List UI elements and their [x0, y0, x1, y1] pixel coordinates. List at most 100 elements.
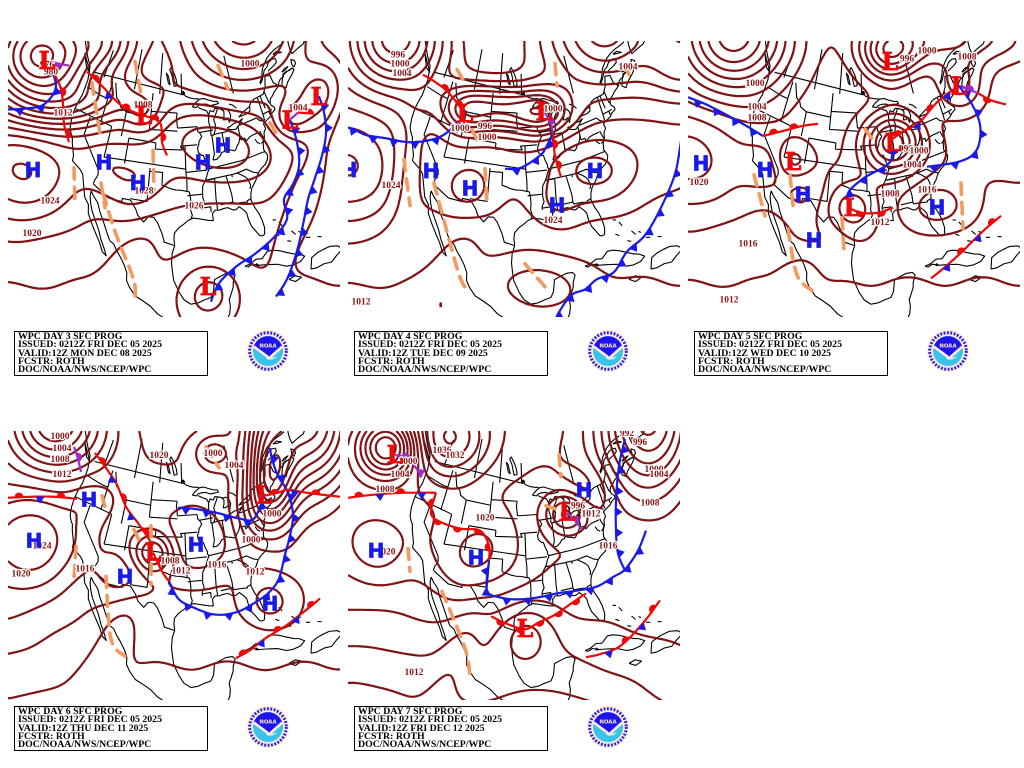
front-symbol	[535, 620, 545, 627]
low-pressure-symbol: L	[536, 97, 553, 126]
front-symbol	[876, 210, 886, 217]
isobar-label: 1020	[476, 514, 495, 524]
front-symbol	[98, 457, 107, 466]
front-symbol	[440, 84, 449, 92]
occluded-front-line	[394, 453, 423, 479]
isobar-label: 1012	[172, 566, 191, 576]
front-symbol	[982, 96, 992, 104]
noaa-logo-day4	[586, 329, 630, 373]
front-symbol	[621, 445, 630, 455]
issued-line: ISSUED: 0212Z FRI DEC 05 2025	[698, 339, 842, 351]
isobar-label: 1016	[918, 184, 937, 195]
front-symbol	[965, 85, 974, 92]
warm-front-line	[152, 552, 170, 583]
front-symbol	[60, 87, 67, 97]
front-symbol	[91, 74, 100, 83]
isobar-label: 1008	[161, 557, 180, 567]
front-symbol	[600, 275, 610, 284]
front-symbol	[65, 129, 72, 139]
map-title: WPC DAY 5 SFC PROG	[698, 331, 803, 342]
occluded-front-line	[289, 111, 299, 121]
trough-line	[99, 181, 107, 210]
front-symbol	[375, 493, 385, 502]
front-symbol	[523, 598, 533, 606]
high-pressure-symbol: H	[96, 151, 113, 175]
front-symbol	[617, 258, 627, 267]
front-symbol	[604, 650, 613, 659]
front-symbol	[962, 90, 972, 99]
forecast-map-day5: 9961000100810001004100899610001004100810…	[688, 41, 1020, 317]
isobar-label: 1016	[76, 564, 95, 574]
front-symbol	[957, 247, 966, 256]
front-symbol	[107, 475, 117, 483]
valid-line: VALID:12Z TUE DEC 09 2025	[358, 347, 488, 359]
us-basemap	[409, 431, 680, 700]
isobar-label: 1012	[246, 567, 265, 577]
high-pressure-symbol: H	[587, 159, 604, 183]
high-pressure-symbol: H	[693, 152, 710, 176]
isobar-label: 996	[391, 49, 405, 60]
front-symbol	[656, 208, 665, 217]
high-pressure-symbol: H	[117, 564, 134, 588]
isobar-label: 1032	[446, 451, 465, 461]
isobar-label: 1020	[377, 548, 396, 558]
front-symbol	[678, 147, 680, 157]
front-symbol	[368, 135, 378, 144]
front-symbol	[566, 293, 575, 302]
agency-line: DOC/NOAA/NWS/NCEP/WPC	[18, 364, 152, 376]
isobar-label: 1004	[748, 101, 767, 112]
front-symbol	[283, 554, 291, 564]
low-pressure-symbol: L	[145, 539, 162, 567]
front-symbol	[694, 99, 703, 108]
front-symbol	[214, 282, 224, 291]
high-pressure-symbol: H	[795, 182, 812, 206]
front-symbol	[605, 577, 613, 586]
front-symbol	[270, 488, 280, 495]
forecaster-line: FCSTR: ROTH	[358, 355, 425, 367]
front-symbol	[285, 206, 294, 216]
front-symbol	[673, 168, 680, 178]
isobar-label: 1036	[433, 446, 452, 456]
info-box-day3: WPC DAY 3 SFC PROG ISSUED: 0212Z FRI DEC…	[14, 331, 208, 376]
cold-front-line	[926, 85, 982, 168]
agency-line: DOC/NOAA/NWS/NCEP/WPC	[698, 364, 832, 376]
front-symbol	[417, 469, 426, 478]
isobar-label: 1012	[53, 470, 72, 480]
front-symbol	[617, 465, 626, 475]
front-symbol	[285, 187, 294, 196]
front-symbol	[515, 627, 525, 634]
trough-line	[100, 493, 108, 513]
isobar-label: 1028	[135, 185, 154, 196]
trough-line	[544, 503, 557, 511]
front-symbol	[53, 62, 63, 69]
front-symbol	[481, 587, 490, 597]
front-symbol	[309, 185, 318, 195]
front-symbol	[789, 123, 799, 130]
high-pressure-symbol: H	[549, 193, 566, 217]
trough-line	[788, 173, 795, 208]
trough-line	[151, 148, 156, 192]
warm-front-line	[551, 132, 563, 178]
front-symbol	[120, 493, 127, 503]
front-symbol	[321, 102, 330, 112]
front-symbol	[564, 591, 574, 599]
noaa-logo-day6	[246, 705, 290, 749]
low-pressure-symbol: L	[559, 499, 576, 527]
high-pressure-symbol: H	[423, 159, 440, 183]
front-symbol	[276, 227, 286, 236]
front-symbol	[615, 507, 623, 517]
isobars	[348, 41, 680, 308]
high-pressure-symbol: H	[806, 228, 823, 252]
isobar-label: 1012	[720, 295, 739, 306]
front-symbol	[244, 604, 253, 613]
front-symbol	[261, 242, 270, 252]
front-symbol	[665, 189, 675, 198]
front-symbol	[769, 128, 779, 135]
front-symbol	[584, 284, 593, 293]
cold-front-line	[348, 112, 466, 144]
front-symbol	[974, 109, 983, 118]
isobar-label: 1004	[393, 68, 412, 79]
front-symbol	[890, 147, 899, 157]
front-symbol	[202, 510, 212, 518]
